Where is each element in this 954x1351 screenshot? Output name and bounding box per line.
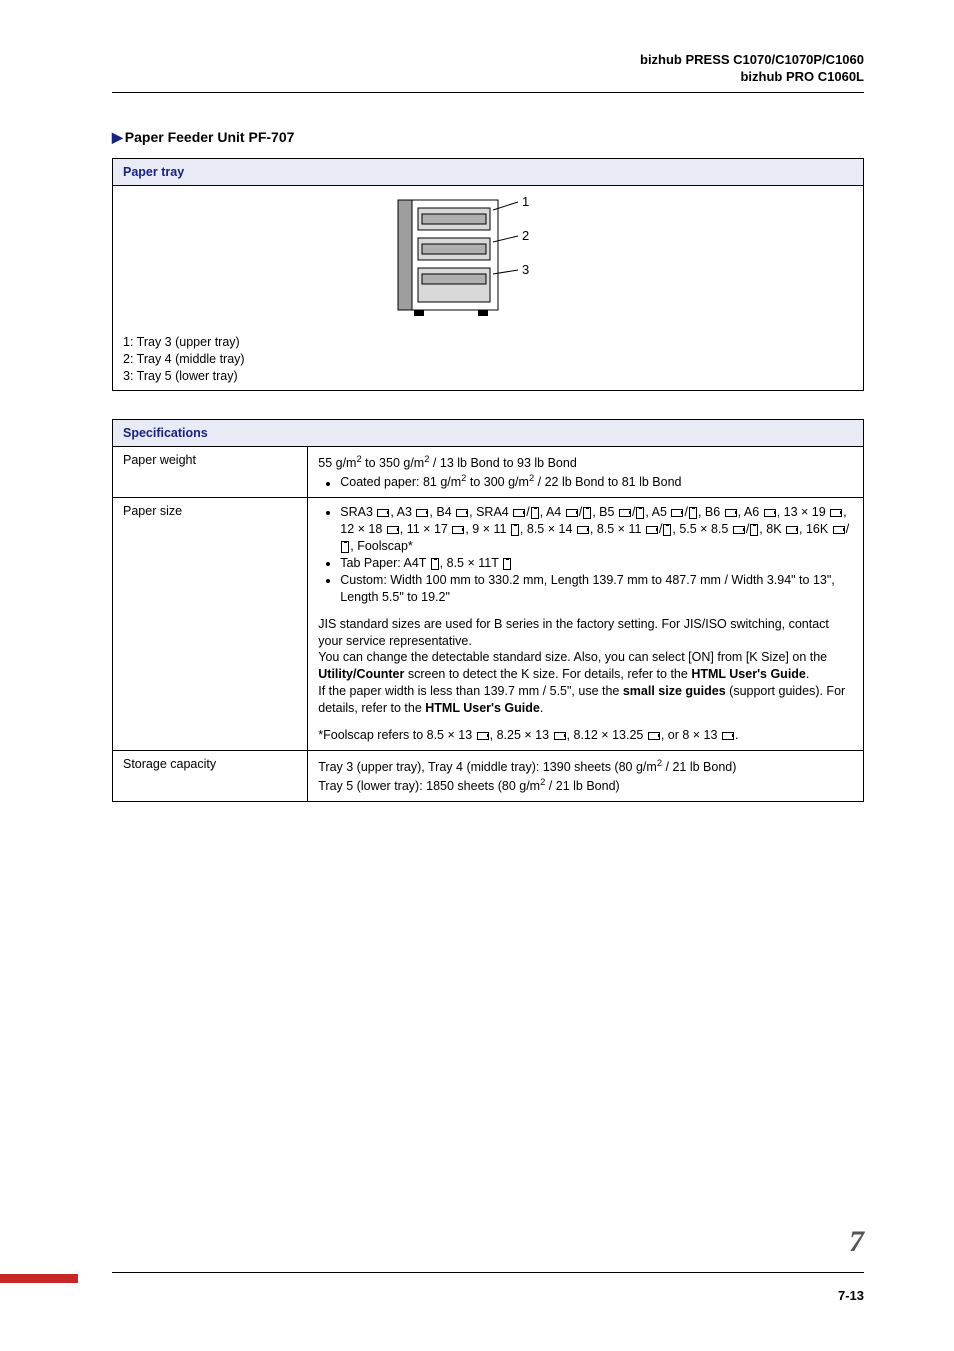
list-item: SRA3 , A3 , B4 , SRA4 /, A4 /, B5 /, A5 …	[340, 504, 853, 555]
list-item: Coated paper: 81 g/m2 to 300 g/m2 / 22 l…	[340, 472, 853, 491]
paper-tray-header: Paper tray	[113, 158, 864, 185]
section-title-text: Paper Feeder Unit PF-707	[125, 129, 295, 145]
list-item: Tab Paper: A4T , 8.5 × 11T	[340, 555, 853, 572]
spec-paper-weight-value: 55 g/m2 to 350 g/m2 / 13 lb Bond to 93 l…	[308, 447, 864, 498]
footer-rule	[112, 1272, 864, 1273]
spec-storage-label: Storage capacity	[113, 750, 308, 801]
paper-tray-cell: 1 2 3 1: Tray 3 (upper tray) 2: Tray 4 (…	[113, 185, 864, 391]
foolscap-footnote: *Foolscap refers to 8.5 × 13 , 8.25 × 13…	[318, 727, 853, 744]
diagram-label-1: 1	[522, 194, 529, 209]
section-title: ▶Paper Feeder Unit PF-707	[112, 129, 864, 146]
header-line-1: bizhub PRESS C1070/C1070P/C1060	[112, 52, 864, 69]
specifications-table: Specifications Paper weight 55 g/m2 to 3…	[112, 419, 864, 802]
page-number: 7-13	[838, 1288, 864, 1303]
header-line-2: bizhub PRO C1060L	[112, 69, 864, 86]
tray-legend-3: 3: Tray 5 (lower tray)	[123, 368, 853, 385]
paper-tray-table: Paper tray 1	[112, 158, 864, 392]
list-item: Custom: Width 100 mm to 330.2 mm, Length…	[340, 572, 853, 606]
tray-legend-1: 1: Tray 3 (upper tray)	[123, 334, 853, 351]
arrow-icon: ▶	[112, 129, 123, 145]
paper-size-note-1: JIS standard sizes are used for B series…	[318, 616, 853, 650]
diagram-label-3: 3	[522, 262, 529, 277]
tray-legend-2: 2: Tray 4 (middle tray)	[123, 351, 853, 368]
spec-header: Specifications	[113, 420, 864, 447]
tray-diagram: 1 2 3	[378, 192, 598, 322]
page-header: bizhub PRESS C1070/C1070P/C1060 bizhub P…	[112, 52, 864, 86]
footer-red-bar	[0, 1274, 78, 1283]
paper-size-note-2: You can change the detectable standard s…	[318, 649, 853, 683]
spec-storage-value: Tray 3 (upper tray), Tray 4 (middle tray…	[308, 750, 864, 801]
chapter-number: 7	[849, 1225, 864, 1259]
spec-paper-size-label: Paper size	[113, 498, 308, 750]
header-rule	[112, 92, 864, 93]
diagram-label-2: 2	[522, 228, 529, 243]
spec-paper-size-value: SRA3 , A3 , B4 , SRA4 /, A4 /, B5 /, A5 …	[308, 498, 864, 750]
spec-paper-weight-label: Paper weight	[113, 447, 308, 498]
paper-size-note-3: If the paper width is less than 139.7 mm…	[318, 683, 853, 717]
tray-legend: 1: Tray 3 (upper tray) 2: Tray 4 (middle…	[123, 334, 853, 385]
